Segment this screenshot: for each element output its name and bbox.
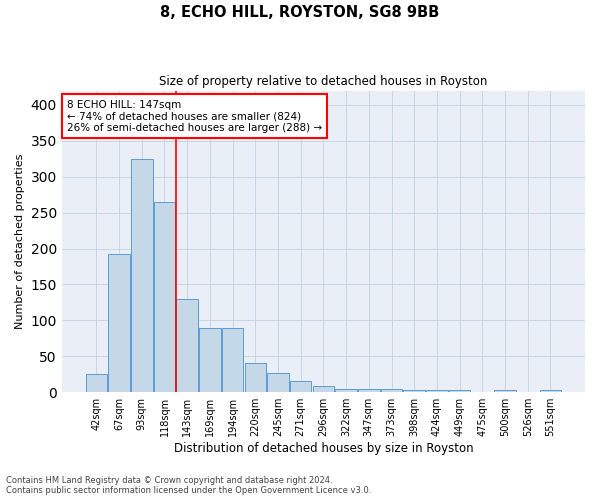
Title: Size of property relative to detached houses in Royston: Size of property relative to detached ho… xyxy=(159,75,488,88)
Text: 8 ECHO HILL: 147sqm
← 74% of detached houses are smaller (824)
26% of semi-detac: 8 ECHO HILL: 147sqm ← 74% of detached ho… xyxy=(67,100,322,133)
Bar xyxy=(176,299,198,392)
Bar xyxy=(154,202,175,392)
Text: Contains HM Land Registry data © Crown copyright and database right 2024.
Contai: Contains HM Land Registry data © Crown c… xyxy=(6,476,371,495)
Bar xyxy=(290,382,311,392)
Bar xyxy=(539,390,561,392)
Bar xyxy=(199,328,221,392)
Bar xyxy=(108,254,130,392)
Bar xyxy=(86,374,107,392)
Bar xyxy=(222,328,244,392)
Bar xyxy=(494,390,516,392)
Bar xyxy=(403,390,425,392)
Text: 8, ECHO HILL, ROYSTON, SG8 9BB: 8, ECHO HILL, ROYSTON, SG8 9BB xyxy=(160,5,440,20)
X-axis label: Distribution of detached houses by size in Royston: Distribution of detached houses by size … xyxy=(173,442,473,455)
Bar xyxy=(313,386,334,392)
Y-axis label: Number of detached properties: Number of detached properties xyxy=(15,154,25,329)
Bar xyxy=(131,159,152,392)
Bar xyxy=(267,373,289,392)
Bar xyxy=(335,388,357,392)
Bar xyxy=(358,388,380,392)
Bar xyxy=(381,388,402,392)
Bar xyxy=(426,390,448,392)
Bar xyxy=(449,390,470,392)
Bar xyxy=(245,364,266,392)
